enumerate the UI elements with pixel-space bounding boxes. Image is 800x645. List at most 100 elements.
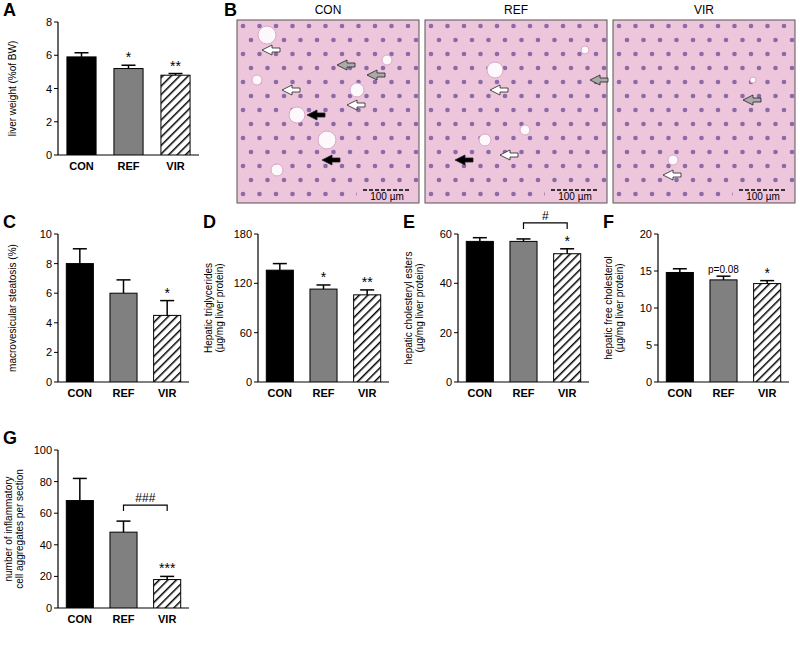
nucleus (478, 164, 483, 169)
nucleus (478, 52, 483, 57)
nucleus (389, 164, 394, 169)
nucleus (561, 52, 566, 57)
nucleus (429, 136, 434, 141)
nucleus (552, 38, 557, 43)
nucleus (740, 150, 745, 155)
x-tick-label: REF (313, 387, 335, 399)
vacuole (479, 134, 491, 146)
bar (510, 241, 537, 382)
nucleus (274, 192, 279, 197)
nucleus (707, 94, 712, 99)
nucleus (356, 136, 361, 141)
nucleus (414, 150, 419, 155)
nucleus (666, 80, 671, 85)
nucleus (569, 38, 574, 43)
nucleus (585, 178, 590, 183)
nucleus (691, 122, 696, 127)
error-cap (117, 520, 131, 522)
nucleus (373, 164, 378, 169)
nucleus (650, 164, 655, 169)
error-bar (273, 264, 287, 271)
y-tick-label: 180 (234, 228, 252, 240)
panel-bar: Gnumber of inflammatorycell aggregates p… (3, 428, 189, 625)
bar (754, 284, 781, 382)
nucleus (707, 66, 712, 71)
nucleus (495, 136, 500, 141)
nucleus (381, 66, 386, 71)
nucleus (503, 122, 508, 127)
error-bar (117, 521, 131, 532)
nucleus (666, 24, 671, 29)
nucleus (658, 122, 663, 127)
nucleus (462, 192, 467, 197)
nucleus (757, 178, 762, 183)
error-bar (160, 576, 174, 579)
nucleus (707, 150, 712, 155)
nucleus (773, 150, 778, 155)
nucleus (585, 94, 590, 99)
nucleus (594, 52, 599, 57)
nucleus (765, 136, 770, 141)
tissue (237, 20, 419, 203)
nucleus (790, 66, 795, 71)
nucleus (445, 136, 450, 141)
nucleus (602, 94, 607, 99)
nucleus (790, 150, 795, 155)
x-tick-label: VIR (158, 387, 176, 399)
nucleus (658, 38, 663, 43)
nucleus (265, 66, 270, 71)
error-cap (75, 52, 89, 54)
arrow (347, 100, 365, 110)
y-tick (454, 382, 458, 383)
x-tick-label: REF (513, 387, 535, 399)
nucleus (241, 164, 246, 169)
nucleus (765, 164, 770, 169)
nucleus (290, 192, 295, 197)
nucleus (519, 38, 524, 43)
bar (66, 264, 93, 382)
error-line (279, 264, 281, 271)
marks (266, 264, 380, 382)
nucleus (674, 66, 679, 71)
bar (710, 280, 737, 382)
error-bar (73, 478, 87, 500)
arrow (367, 70, 385, 80)
nucleus (290, 80, 295, 85)
y-tick (54, 481, 58, 482)
error-bar (75, 53, 89, 57)
micrograph-title: VIR (694, 3, 714, 17)
nucleus (633, 192, 638, 197)
scale-bg (733, 186, 793, 201)
nucleus (257, 136, 262, 141)
nucleus (453, 38, 458, 43)
scale-label: 100 µm (558, 191, 592, 202)
y-label: liver weight (%of BW) (7, 41, 18, 137)
nucleus (445, 80, 450, 85)
error-bar (717, 276, 731, 280)
nucleus (364, 178, 369, 183)
y-tick-label: 40 (440, 277, 452, 289)
nucleus (453, 66, 458, 71)
nucleus (429, 108, 434, 113)
panel-bar: Cmacrovesicular steatosis (%)0246810CONR… (3, 212, 189, 399)
nucleus (585, 122, 590, 127)
nucleus (633, 24, 638, 29)
annotation: * (164, 285, 170, 301)
nucleus (625, 178, 630, 183)
y-tick-label: 0 (46, 602, 52, 614)
nucleus (397, 178, 402, 183)
x-tick-label: VIR (158, 613, 176, 625)
y-tick-label: 4 (46, 83, 52, 95)
vacuole (252, 75, 262, 85)
nucleus (724, 150, 729, 155)
nucleus (724, 122, 729, 127)
nucleus (406, 136, 411, 141)
error-bar (117, 280, 131, 293)
nucleus (716, 136, 721, 141)
y-tick-label: 0 (46, 149, 52, 161)
nucleus (528, 192, 533, 197)
y-tick-label: 15 (640, 265, 652, 277)
nucleus (707, 178, 712, 183)
nucleus (641, 66, 646, 71)
nucleus (782, 136, 787, 141)
